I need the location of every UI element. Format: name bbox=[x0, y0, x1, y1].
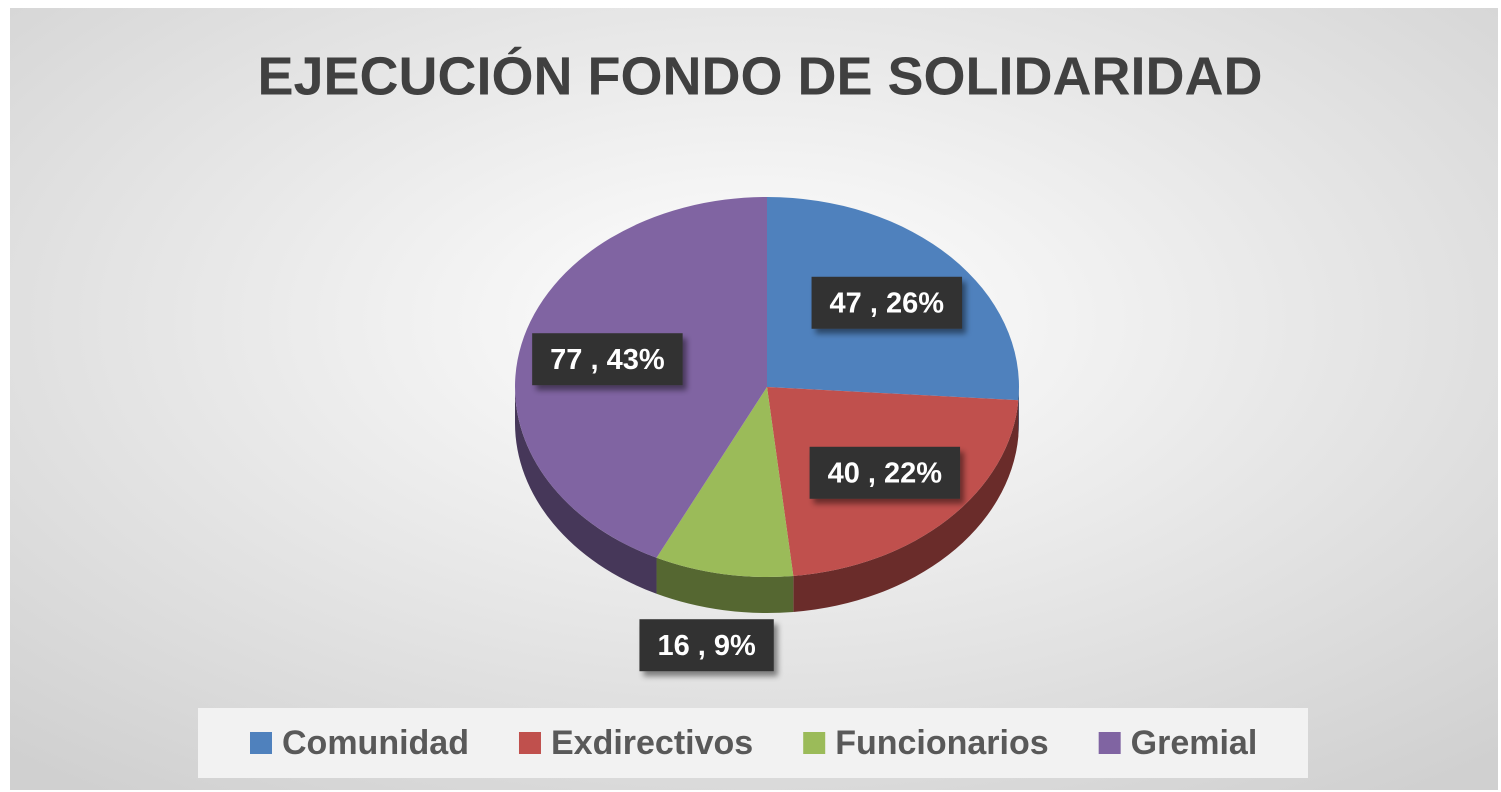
legend-swatch bbox=[1098, 732, 1121, 754]
data-label-box bbox=[809, 446, 961, 499]
legend-label: Gremial bbox=[1131, 724, 1258, 762]
data-label: 40 , 22% bbox=[809, 446, 961, 499]
slice-side bbox=[656, 557, 794, 613]
data-label: 16 , 9% bbox=[639, 619, 774, 672]
chart-title: EJECUCIÓN FONDO DE SOLIDARIDAD bbox=[257, 46, 1262, 106]
slice-side bbox=[515, 387, 657, 594]
data-label-text: 47 , 26% bbox=[830, 287, 945, 319]
data-label-text: 77 , 43% bbox=[550, 344, 665, 376]
legend-label: Comunidad bbox=[282, 724, 469, 762]
slice-side bbox=[793, 400, 1019, 612]
data-label-text: 40 , 22% bbox=[828, 457, 943, 489]
data-label-box bbox=[532, 333, 683, 386]
data-label-box bbox=[639, 619, 774, 672]
legend-swatch bbox=[250, 732, 272, 754]
legend-label: Exdirectivos bbox=[551, 724, 753, 762]
legend-box bbox=[198, 708, 1308, 778]
data-label: 47 , 26% bbox=[811, 276, 963, 329]
legend-label: Funcionarios bbox=[835, 724, 1048, 762]
data-label-box bbox=[811, 276, 963, 329]
slice-side bbox=[1018, 387, 1019, 437]
data-label: 77 , 43% bbox=[532, 333, 683, 386]
slice bbox=[656, 387, 794, 578]
legend-swatch bbox=[518, 732, 541, 754]
data-label-text: 16 , 9% bbox=[657, 630, 756, 662]
legend-swatch bbox=[803, 732, 826, 754]
